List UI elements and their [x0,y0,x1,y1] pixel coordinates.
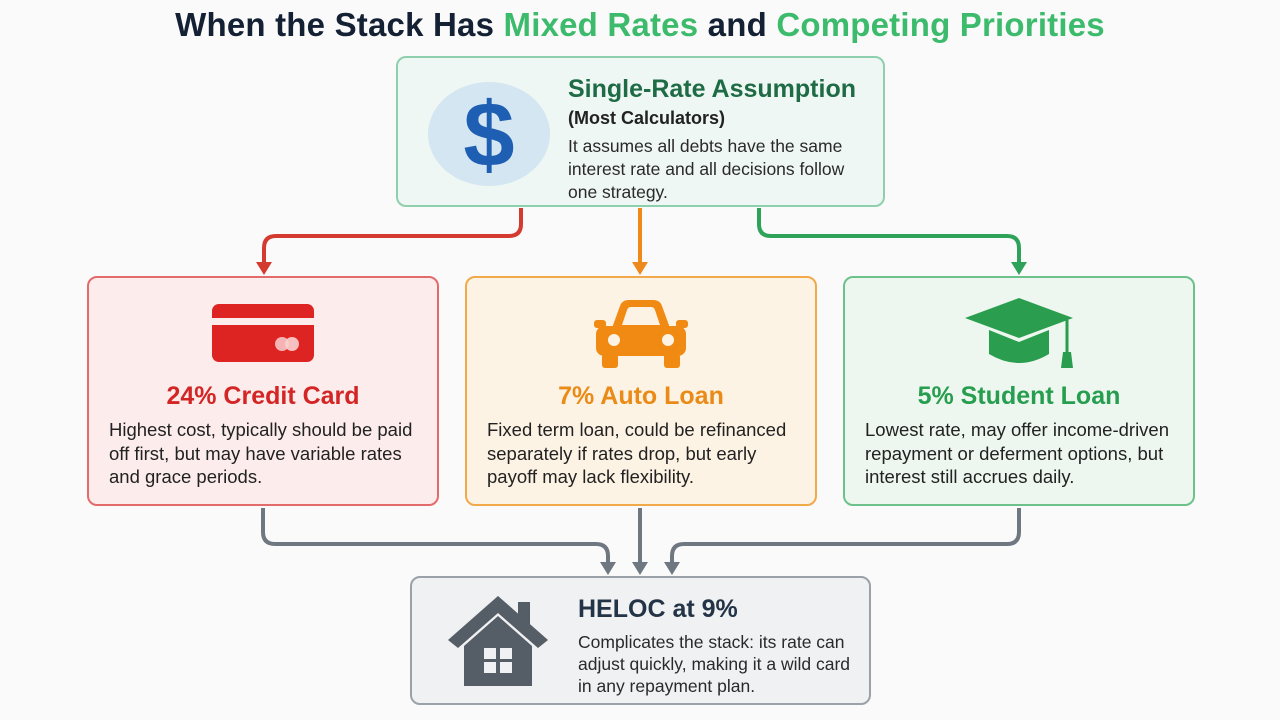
title-highlight-mixed-rates: Mixed Rates [503,6,699,43]
graduation-cap-icon [965,298,1073,368]
heloc-box: HELOC at 9% Complicates the stack: its r… [410,576,871,705]
student-loan-heading: 5% Student Loan [917,382,1121,410]
heloc-description: Complicates the stack: its rate can adju… [578,632,851,696]
arrow-student-to-heloc [670,508,1021,562]
arrowhead-student-heloc [664,562,680,575]
arrow-to-credit-card [262,208,523,262]
arrow-to-student-loan [757,208,1021,262]
dollar-sign-icon: $ [428,82,550,186]
credit-card-box: 24% Credit Card Highest cost, typically … [87,276,439,506]
credit-card-icon [212,304,314,362]
arrowhead-auto-loan [632,262,648,275]
auto-loan-box: 7% Auto Loan Fixed term loan, could be r… [465,276,817,506]
credit-card-heading: 24% Credit Card [166,382,360,410]
arrowhead-auto-heloc [632,562,648,575]
svg-text:$: $ [463,84,514,186]
arrowhead-student-loan [1011,262,1027,275]
title-part-1: When the Stack Has [175,6,504,43]
auto-loan-description: Fixed term loan, could be refinanced sep… [487,419,787,487]
heloc-heading: HELOC at 9% [578,595,738,623]
student-loan-description: Lowest rate, may offer income-driven rep… [865,419,1170,487]
single-rate-description: It assumes all debts have the same inter… [568,136,845,202]
arrowhead-credit-heloc [600,562,616,575]
student-loan-box: 5% Student Loan Lowest rate, may offer i… [843,276,1195,506]
house-icon [448,596,548,686]
single-rate-subheading: (Most Calculators) [568,108,726,128]
arrow-credit-to-heloc [261,508,610,562]
page-title: When the Stack Has Mixed Rates and Compe… [0,6,1280,44]
arrowhead-credit-card [256,262,272,275]
single-rate-assumption-box: $ Single-Rate Assumption (Most Calculato… [396,56,885,207]
single-rate-heading: Single-Rate Assumption [568,75,856,103]
auto-loan-heading: 7% Auto Loan [558,382,724,410]
car-icon [594,300,688,368]
credit-card-description: Highest cost, typically should be paid o… [109,419,413,487]
title-highlight-competing-priorities: Competing Priorities [776,6,1105,43]
title-part-2: and [698,6,777,43]
